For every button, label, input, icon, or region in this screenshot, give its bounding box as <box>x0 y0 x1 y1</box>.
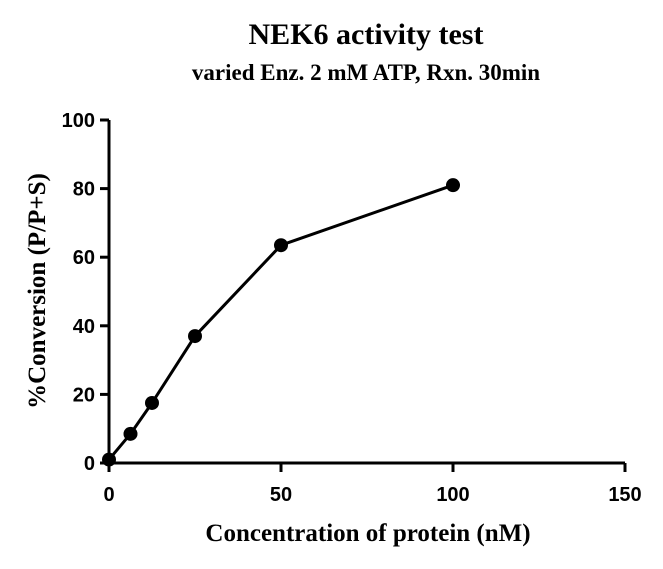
y-axis: 0 20 40 60 80 100 <box>62 110 111 475</box>
plot-area <box>102 178 460 467</box>
series-line <box>107 183 454 461</box>
data-point <box>446 178 460 193</box>
data-point <box>274 238 288 253</box>
chart-subtitle: varied Enz. 2 mM ATP, Rxn. 30min <box>192 60 540 85</box>
chart-title: NEK6 activity test <box>249 18 484 51</box>
x-tick-label: 150 <box>608 484 641 506</box>
y-tick-label: 40 <box>73 316 95 338</box>
y-tick-label: 0 <box>84 453 95 475</box>
data-point <box>123 426 138 441</box>
y-tick-label: 60 <box>73 247 95 269</box>
y-axis-label: %Conversion (P/P+S) <box>24 173 51 409</box>
data-point <box>102 452 116 467</box>
data-point <box>188 329 202 344</box>
data-point <box>145 395 159 410</box>
x-axis-label: Concentration of protein (nM) <box>205 520 530 547</box>
x-tick-label: 50 <box>270 484 292 506</box>
y-tick-label: 100 <box>62 110 95 132</box>
x-tick-label: 100 <box>436 484 469 506</box>
y-tick-label: 80 <box>73 179 95 201</box>
x-tick-label: 0 <box>103 484 114 506</box>
x-axis: 0 50 100 150 <box>103 461 642 506</box>
y-tick-label: 20 <box>73 384 95 406</box>
